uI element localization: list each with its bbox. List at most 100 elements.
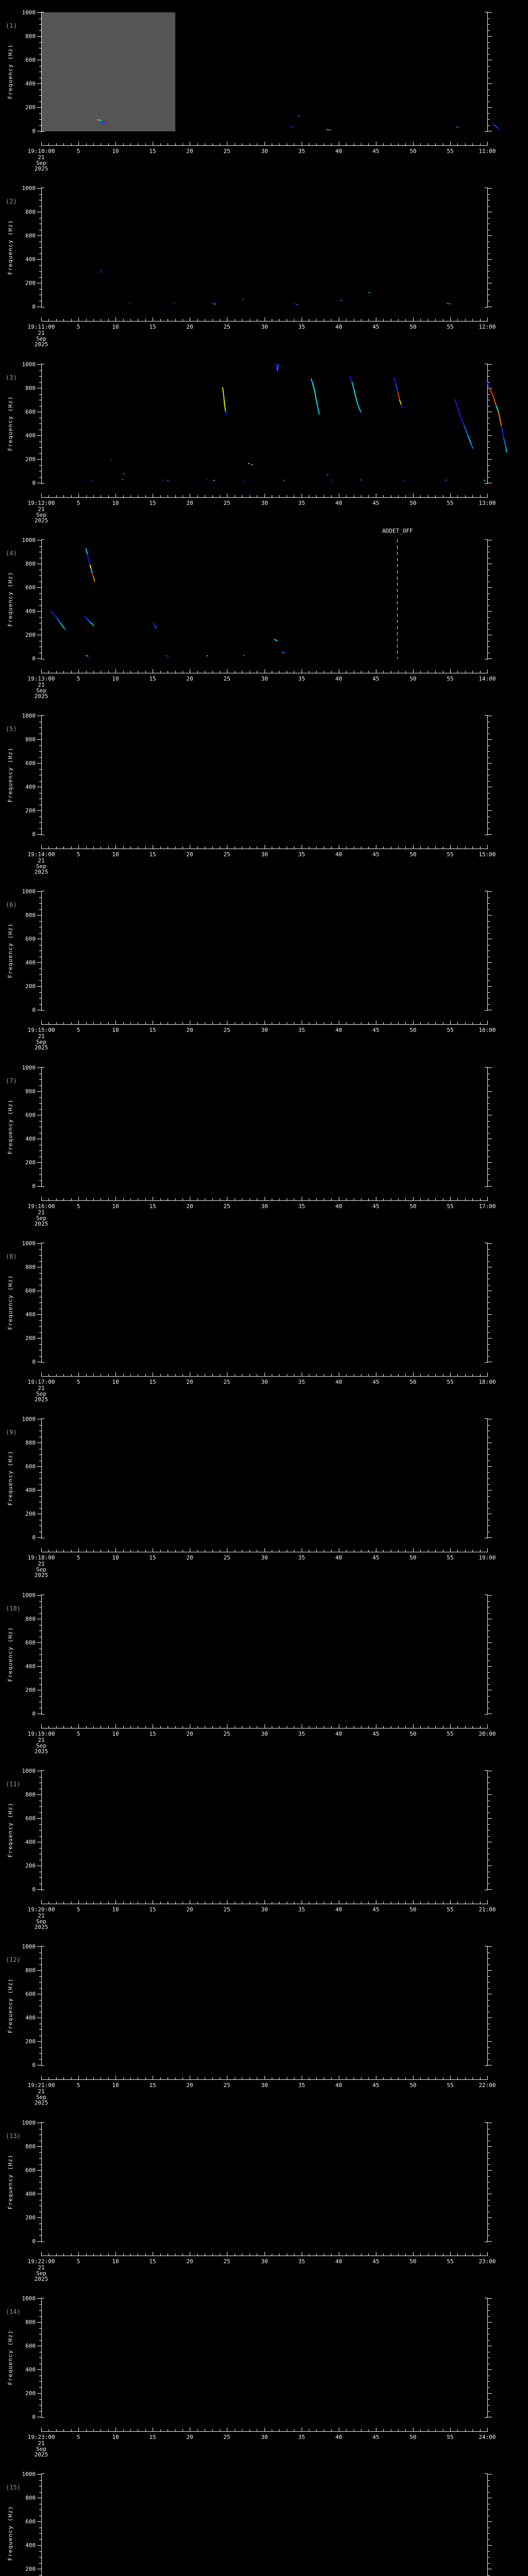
x-minor-tick: [435, 1902, 436, 1904]
y-minor-tick: [488, 2164, 490, 2165]
y-minor-tick: [488, 575, 490, 576]
panel-number-label: (12): [6, 1956, 21, 1963]
x-minor-tick: [71, 495, 72, 497]
x-minor-tick: [212, 143, 213, 145]
y-tick-label: 200: [25, 2390, 36, 2397]
x-minor-tick: [197, 846, 198, 849]
y-major-tick: [488, 107, 492, 108]
x-axis: [41, 497, 488, 498]
x-minor-tick: [197, 2253, 198, 2256]
y-minor-tick: [488, 1302, 490, 1303]
x-minor-tick: [160, 671, 161, 673]
x-minor-tick: [316, 1198, 317, 1200]
x-minor-tick: [63, 1374, 64, 1376]
y-minor-tick: [39, 1079, 41, 1080]
x-minor-tick: [472, 1550, 473, 1552]
y-tick-label: 1000: [22, 888, 36, 895]
x-axis: [41, 1200, 488, 1201]
x-minor-tick: [435, 1022, 436, 1024]
y-axis-right: [487, 715, 488, 835]
y-major-tick: [37, 1067, 41, 1068]
x-minor-tick: [480, 1550, 481, 1552]
x-minor-tick: [472, 143, 473, 145]
y-tick-label: 1000: [22, 1240, 36, 1247]
x-minor-tick: [480, 495, 481, 497]
x-tick-label: 40: [335, 1731, 342, 1737]
x-minor-tick: [420, 1022, 421, 1024]
x-major-tick: [413, 1548, 414, 1552]
x-minor-tick: [405, 143, 406, 145]
y-minor-tick: [488, 101, 490, 102]
x-minor-tick: [405, 1374, 406, 1376]
x-minor-tick: [368, 1550, 369, 1552]
y-major-tick: [37, 235, 41, 236]
y-major-tick: [37, 1537, 41, 1538]
y-minor-tick: [39, 54, 41, 55]
x-date-label: 21: [38, 1209, 45, 1216]
y-minor-tick: [39, 1356, 41, 1357]
y-minor-tick: [488, 1848, 490, 1849]
x-minor-tick: [108, 1550, 109, 1552]
panel-number-label: (15): [6, 2484, 21, 2491]
x-tick-label: 50: [409, 2434, 417, 2441]
x-minor-tick: [130, 2253, 131, 2256]
detection-dot: [403, 480, 405, 481]
y-minor-tick: [39, 382, 41, 383]
x-major-tick: [413, 1724, 414, 1728]
y-axis-left: [41, 715, 42, 835]
y-minor-tick: [488, 2158, 490, 2159]
x-minor-tick: [316, 2077, 317, 2079]
whistler-trace-segment: [501, 426, 504, 438]
x-minor-tick: [480, 1198, 481, 1200]
x-minor-tick: [465, 2077, 466, 2079]
whistler-trace-segment: [399, 399, 402, 405]
x-major-tick: [487, 317, 488, 321]
x-minor-tick: [383, 1198, 384, 1200]
y-axis-left: [41, 2473, 42, 2576]
x-major-tick: [450, 2076, 451, 2079]
x-minor-tick: [108, 2253, 109, 2256]
x-tick-label: 30: [261, 851, 268, 858]
whistler-trace-segment: [90, 568, 93, 573]
x-tick-label: 30: [261, 675, 268, 682]
x-minor-tick: [368, 143, 369, 145]
y-major-tick: [37, 459, 41, 460]
x-minor-tick: [130, 1902, 131, 1904]
y-minor-tick: [488, 1150, 490, 1151]
y-minor-tick: [39, 1654, 41, 1655]
y-minor-tick: [488, 629, 490, 630]
x-minor-tick: [63, 1198, 64, 1200]
x-minor-tick: [368, 846, 369, 849]
whistler-trace-segment: [93, 624, 95, 626]
y-minor-tick: [39, 1684, 41, 1685]
y-minor-tick: [488, 1344, 490, 1345]
whistler-trace-segment: [492, 396, 497, 406]
y-major-tick: [37, 2393, 41, 2394]
y-axis-left: [41, 1067, 42, 1187]
panel-number-label: (10): [6, 1605, 21, 1612]
x-minor-tick: [123, 671, 124, 673]
x-minor-tick: [197, 2429, 198, 2431]
x-major-tick: [413, 2076, 414, 2079]
x-date-label: 2025: [34, 869, 48, 875]
x-minor-tick: [435, 319, 436, 321]
x-minor-tick: [197, 319, 198, 321]
y-minor-tick: [488, 119, 490, 120]
x-minor-tick: [86, 1198, 87, 1200]
x-tick-label: 45: [372, 2082, 380, 2089]
y-axis-left: [41, 188, 42, 308]
y-major-tick: [37, 107, 41, 108]
y-minor-tick: [488, 1678, 490, 1679]
y-major-tick: [37, 2322, 41, 2323]
x-minor-tick: [472, 1198, 473, 1200]
y-minor-tick: [39, 909, 41, 910]
x-minor-tick: [405, 671, 406, 673]
y-axis-right: [487, 1946, 488, 2066]
panel-number-label: (8): [6, 1253, 17, 1260]
x-minor-tick: [457, 143, 458, 145]
whistler-trace-segment: [101, 121, 106, 123]
x-tick-label: 5: [76, 1379, 80, 1385]
x-major-tick: [487, 2252, 488, 2256]
y-minor-tick: [488, 974, 490, 975]
y-minor-tick: [488, 2411, 490, 2412]
